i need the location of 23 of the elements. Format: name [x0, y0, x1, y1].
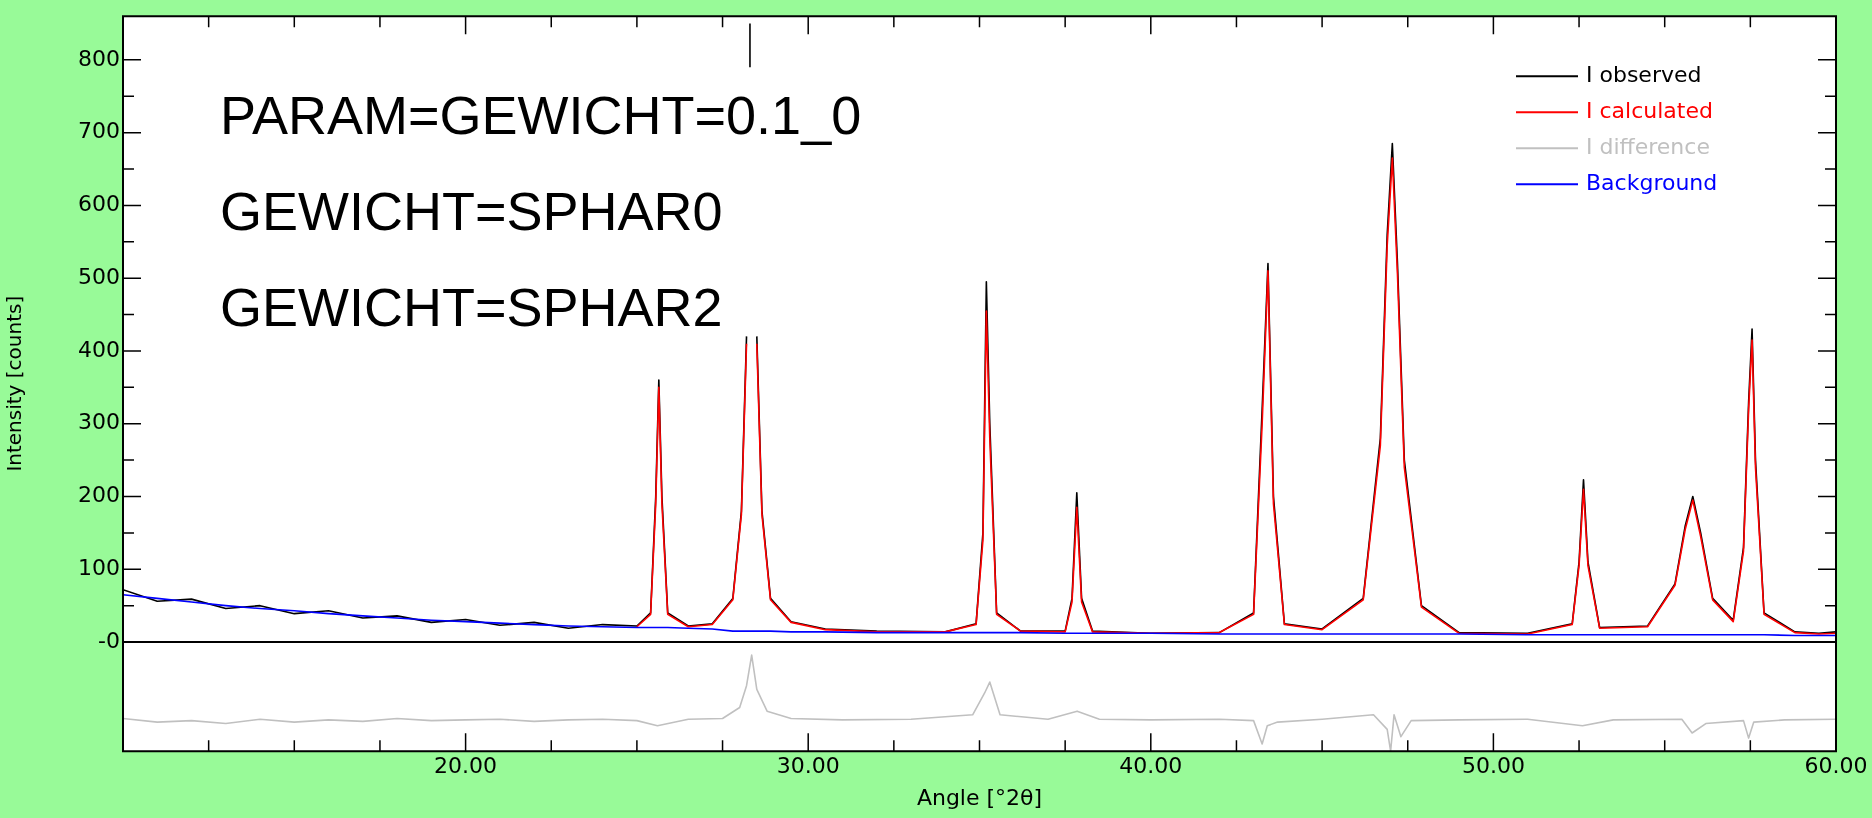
- x-tick-label: 60.00: [1804, 753, 1868, 779]
- x-tick-label: 30.00: [776, 753, 840, 779]
- annotation: PARAM=GEWICHT=0.1_0: [220, 85, 862, 146]
- legend-label: I observed: [1586, 61, 1702, 87]
- legend-label: I difference: [1586, 133, 1710, 159]
- y-tick-label: 200: [78, 482, 120, 508]
- y-tick-label: 700: [78, 118, 120, 144]
- y-tick-label: 800: [78, 45, 120, 71]
- y-tick-label: 500: [78, 263, 120, 289]
- y-tick-label: -0: [98, 627, 120, 653]
- x-tick-label: 40.00: [1119, 753, 1183, 779]
- y-tick-label: 400: [78, 336, 120, 362]
- y-axis-title: Intensity [counts]: [2, 295, 27, 472]
- x-tick-label: 50.00: [1461, 753, 1525, 779]
- y-tick-label: 100: [78, 554, 120, 580]
- y-tick-label: 300: [78, 409, 120, 435]
- annotation: GEWICHT=SPHAR2: [220, 277, 723, 338]
- annotation: GEWICHT=SPHAR0: [220, 181, 723, 242]
- legend-label: Background: [1586, 169, 1718, 195]
- x-tick-label: 20.00: [434, 753, 498, 779]
- y-tick-label: 600: [78, 191, 120, 217]
- x-axis-title: Angle [°2θ]: [916, 784, 1043, 810]
- legend-label: I calculated: [1586, 97, 1713, 123]
